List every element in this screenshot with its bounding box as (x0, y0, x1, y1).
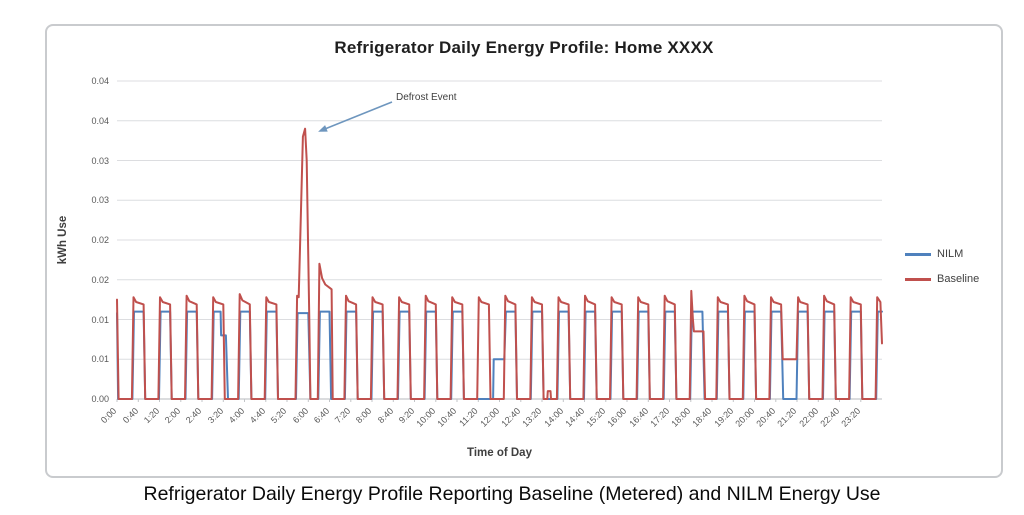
legend-label: Baseline (937, 273, 980, 285)
annotation-arrow-line (323, 101, 393, 131)
y-axis-tick-label: 0.02 (91, 235, 109, 245)
legend-item-baseline: Baseline (905, 273, 979, 285)
y-axis-tick-label: 0.00 (91, 394, 109, 404)
y-axis-tick-label: 0.04 (91, 115, 109, 126)
legend-swatch-icon (905, 252, 931, 256)
y-axis-tick-label: 0.03 (91, 155, 109, 166)
legend-label: NILM (937, 248, 964, 260)
y-axis-title: kWh Use (57, 215, 69, 265)
chart-legend: NILM Baseline (905, 248, 979, 285)
y-axis-tick-label: 0.01 (91, 354, 109, 365)
chart-title: Refrigerator Daily Energy Profile: Home … (334, 38, 714, 57)
defrost-event-annotation: Defrost Event (396, 92, 457, 103)
plot-area (116, 80, 883, 402)
annotation-arrowhead-icon (318, 125, 328, 132)
legend-item-nilm: NILM (905, 248, 979, 260)
y-axis-tick-label: 0.03 (91, 195, 109, 206)
y-axis-tick-label: 0.04 (91, 76, 109, 86)
y-axis-tick-label: 0.01 (91, 314, 109, 325)
figure-caption: Refrigerator Daily Energy Profile Report… (143, 483, 881, 505)
chart-panel: Refrigerator Daily Energy Profile: Home … (45, 24, 1003, 478)
legend-swatch-icon (905, 277, 931, 281)
series-line-nilm (116, 310, 883, 400)
series-line-baseline (116, 127, 883, 400)
x-axis-title: Time of Day (467, 447, 532, 459)
y-axis-tick-label: 0.02 (91, 274, 109, 285)
